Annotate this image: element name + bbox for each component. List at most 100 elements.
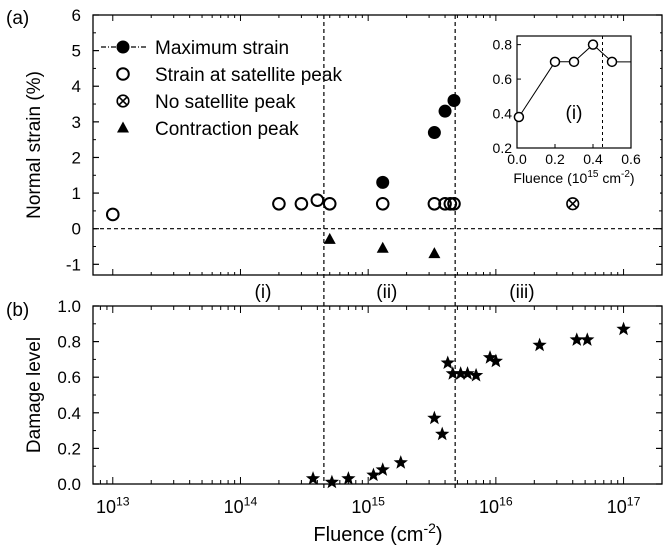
region-label-2: (ii) bbox=[376, 282, 397, 303]
point-star bbox=[445, 366, 460, 380]
point-star bbox=[375, 462, 390, 476]
point-star bbox=[341, 471, 356, 485]
panel-a-ytick-label: 3 bbox=[72, 113, 81, 132]
panel-b-xtick-label: 1013 bbox=[96, 494, 130, 517]
panel-b-xtick-label-base: 10 bbox=[479, 497, 499, 517]
panel-b-xtick-label-exp: 17 bbox=[627, 494, 641, 508]
inset-ytick-label: 0.4 bbox=[493, 106, 513, 122]
panel-b-xtick-label-exp: 15 bbox=[371, 494, 385, 508]
panel-b-ylabel: Damage level bbox=[24, 337, 45, 453]
panel-b-xtick-label-base: 10 bbox=[96, 497, 116, 517]
point-open-circle bbox=[322, 196, 337, 211]
point-open-circle bbox=[272, 196, 286, 211]
inset-ytick-label: 0.2 bbox=[493, 140, 513, 156]
inset-point bbox=[513, 111, 525, 123]
series-damage-level bbox=[305, 321, 631, 489]
panel-a: -1 0 1 2 3 4 5 6 Normal strain (%) (a) (i) (ii) (iii… bbox=[6, 6, 663, 490]
panel-b-ytick-label: 0.8 bbox=[57, 333, 81, 352]
panel-b-xtick-label: 1015 bbox=[351, 494, 385, 517]
region-label-1: (i) bbox=[255, 282, 272, 303]
inset-xlabel-xlabel-close: ) bbox=[630, 170, 635, 186]
panel-b-xtick-label-exp: 13 bbox=[116, 494, 130, 508]
point-filled-circle bbox=[427, 126, 441, 140]
legend-marker-filled-circle bbox=[116, 40, 130, 54]
legend-marker-crossed-circle bbox=[116, 94, 130, 108]
inset-frame bbox=[516, 35, 632, 149]
panel-b-ytick-label: 0.6 bbox=[57, 368, 81, 387]
point-open-circle bbox=[310, 193, 325, 208]
point-star bbox=[427, 410, 442, 425]
panel-a-ytick-label: 5 bbox=[72, 42, 81, 61]
point-star bbox=[435, 426, 450, 441]
point-filled-triangle bbox=[323, 232, 336, 244]
panel-a-ytick-label: 1 bbox=[72, 184, 81, 203]
region-label-3: (iii) bbox=[509, 282, 534, 303]
point-crossed-circle-ring bbox=[566, 197, 580, 211]
point-star bbox=[453, 366, 468, 380]
point-open-circle bbox=[375, 196, 390, 211]
panel-b-xtick-label-exp: 16 bbox=[499, 494, 513, 508]
inset-xtick-label: 0.4 bbox=[583, 151, 603, 167]
panel-b-xtick-label-exp: 14 bbox=[244, 494, 258, 508]
inset-xtick-label: 0.6 bbox=[621, 151, 641, 167]
legend-marker-open-circle bbox=[116, 67, 130, 81]
legend-marker-filled-triangle bbox=[117, 121, 129, 133]
point-filled-circle bbox=[447, 93, 461, 107]
point-open-circle bbox=[447, 196, 461, 211]
legend: Maximum strain Strain at satellite peak No… bbox=[101, 38, 342, 140]
inset-point bbox=[606, 56, 618, 68]
inset-xlabel-xlabel-unit: cm bbox=[598, 170, 621, 186]
inset-region-label: (i) bbox=[566, 103, 583, 124]
point-star bbox=[393, 455, 408, 469]
panel-a-label: (a) bbox=[6, 8, 29, 29]
inset-ytick-label: 0.8 bbox=[493, 37, 513, 53]
series-filled-triangle bbox=[323, 232, 441, 259]
panel-b-ytick-label: 0.2 bbox=[57, 439, 81, 458]
inset-point bbox=[587, 39, 599, 50]
inset-ytick-label: 0.6 bbox=[493, 71, 513, 87]
point-open-circle bbox=[294, 196, 309, 211]
point-filled-circle bbox=[376, 175, 390, 189]
panel-b-label: (b) bbox=[6, 300, 29, 321]
point-open-circle bbox=[438, 196, 452, 211]
panel-b-xtick-label-base: 10 bbox=[607, 497, 627, 517]
panel-a-ytick-label: -1 bbox=[66, 255, 81, 274]
point-open-circle bbox=[105, 207, 120, 222]
point-filled-circle bbox=[438, 104, 452, 118]
legend-label: Strain at satellite peak bbox=[155, 65, 342, 86]
panel-b-ytick-label: 0.4 bbox=[57, 404, 81, 423]
point-star bbox=[532, 337, 547, 352]
series-filled-circle bbox=[376, 93, 461, 189]
panel-b-xtick-label-base: 10 bbox=[351, 497, 371, 517]
inset-xlabel-xlabel: Fluence (10 bbox=[513, 170, 587, 186]
inset-background bbox=[478, 24, 660, 196]
point-star bbox=[569, 332, 584, 346]
point-star bbox=[616, 321, 631, 336]
panel-b-xlabel-close: ) bbox=[436, 524, 443, 546]
inset-xtick-label: 0.2 bbox=[545, 151, 565, 167]
panel-b-xlabel-base: Fluence (cm bbox=[313, 524, 423, 546]
inset-point bbox=[549, 56, 561, 68]
legend-label: Contraction peak bbox=[155, 119, 299, 140]
panel-a-frame bbox=[92, 14, 663, 276]
point-star bbox=[366, 467, 381, 482]
point-star bbox=[482, 350, 498, 364]
point-star bbox=[488, 353, 503, 368]
series-crossed-circle bbox=[566, 197, 580, 211]
legend-marker-crossed-circle-cross bbox=[118, 96, 128, 106]
panel-b-ytick-label: 0.0 bbox=[57, 475, 81, 494]
panel-a-ytick-label: 2 bbox=[72, 148, 81, 167]
panel-a-ytick-label: 4 bbox=[72, 77, 81, 96]
point-star bbox=[305, 471, 321, 485]
panel-b-xtick-label: 1014 bbox=[224, 494, 258, 517]
panel-a-ytick-label: 6 bbox=[72, 6, 81, 25]
point-star bbox=[324, 474, 340, 489]
inset-xlabel-xlabel-exp: 15 bbox=[587, 169, 599, 180]
legend-label: Maximum strain bbox=[155, 38, 289, 59]
panel-b-ytick-label: 1.0 bbox=[57, 297, 81, 316]
panel-a-ylabel: Normal strain (%) bbox=[24, 71, 45, 219]
point-filled-triangle bbox=[376, 241, 389, 253]
